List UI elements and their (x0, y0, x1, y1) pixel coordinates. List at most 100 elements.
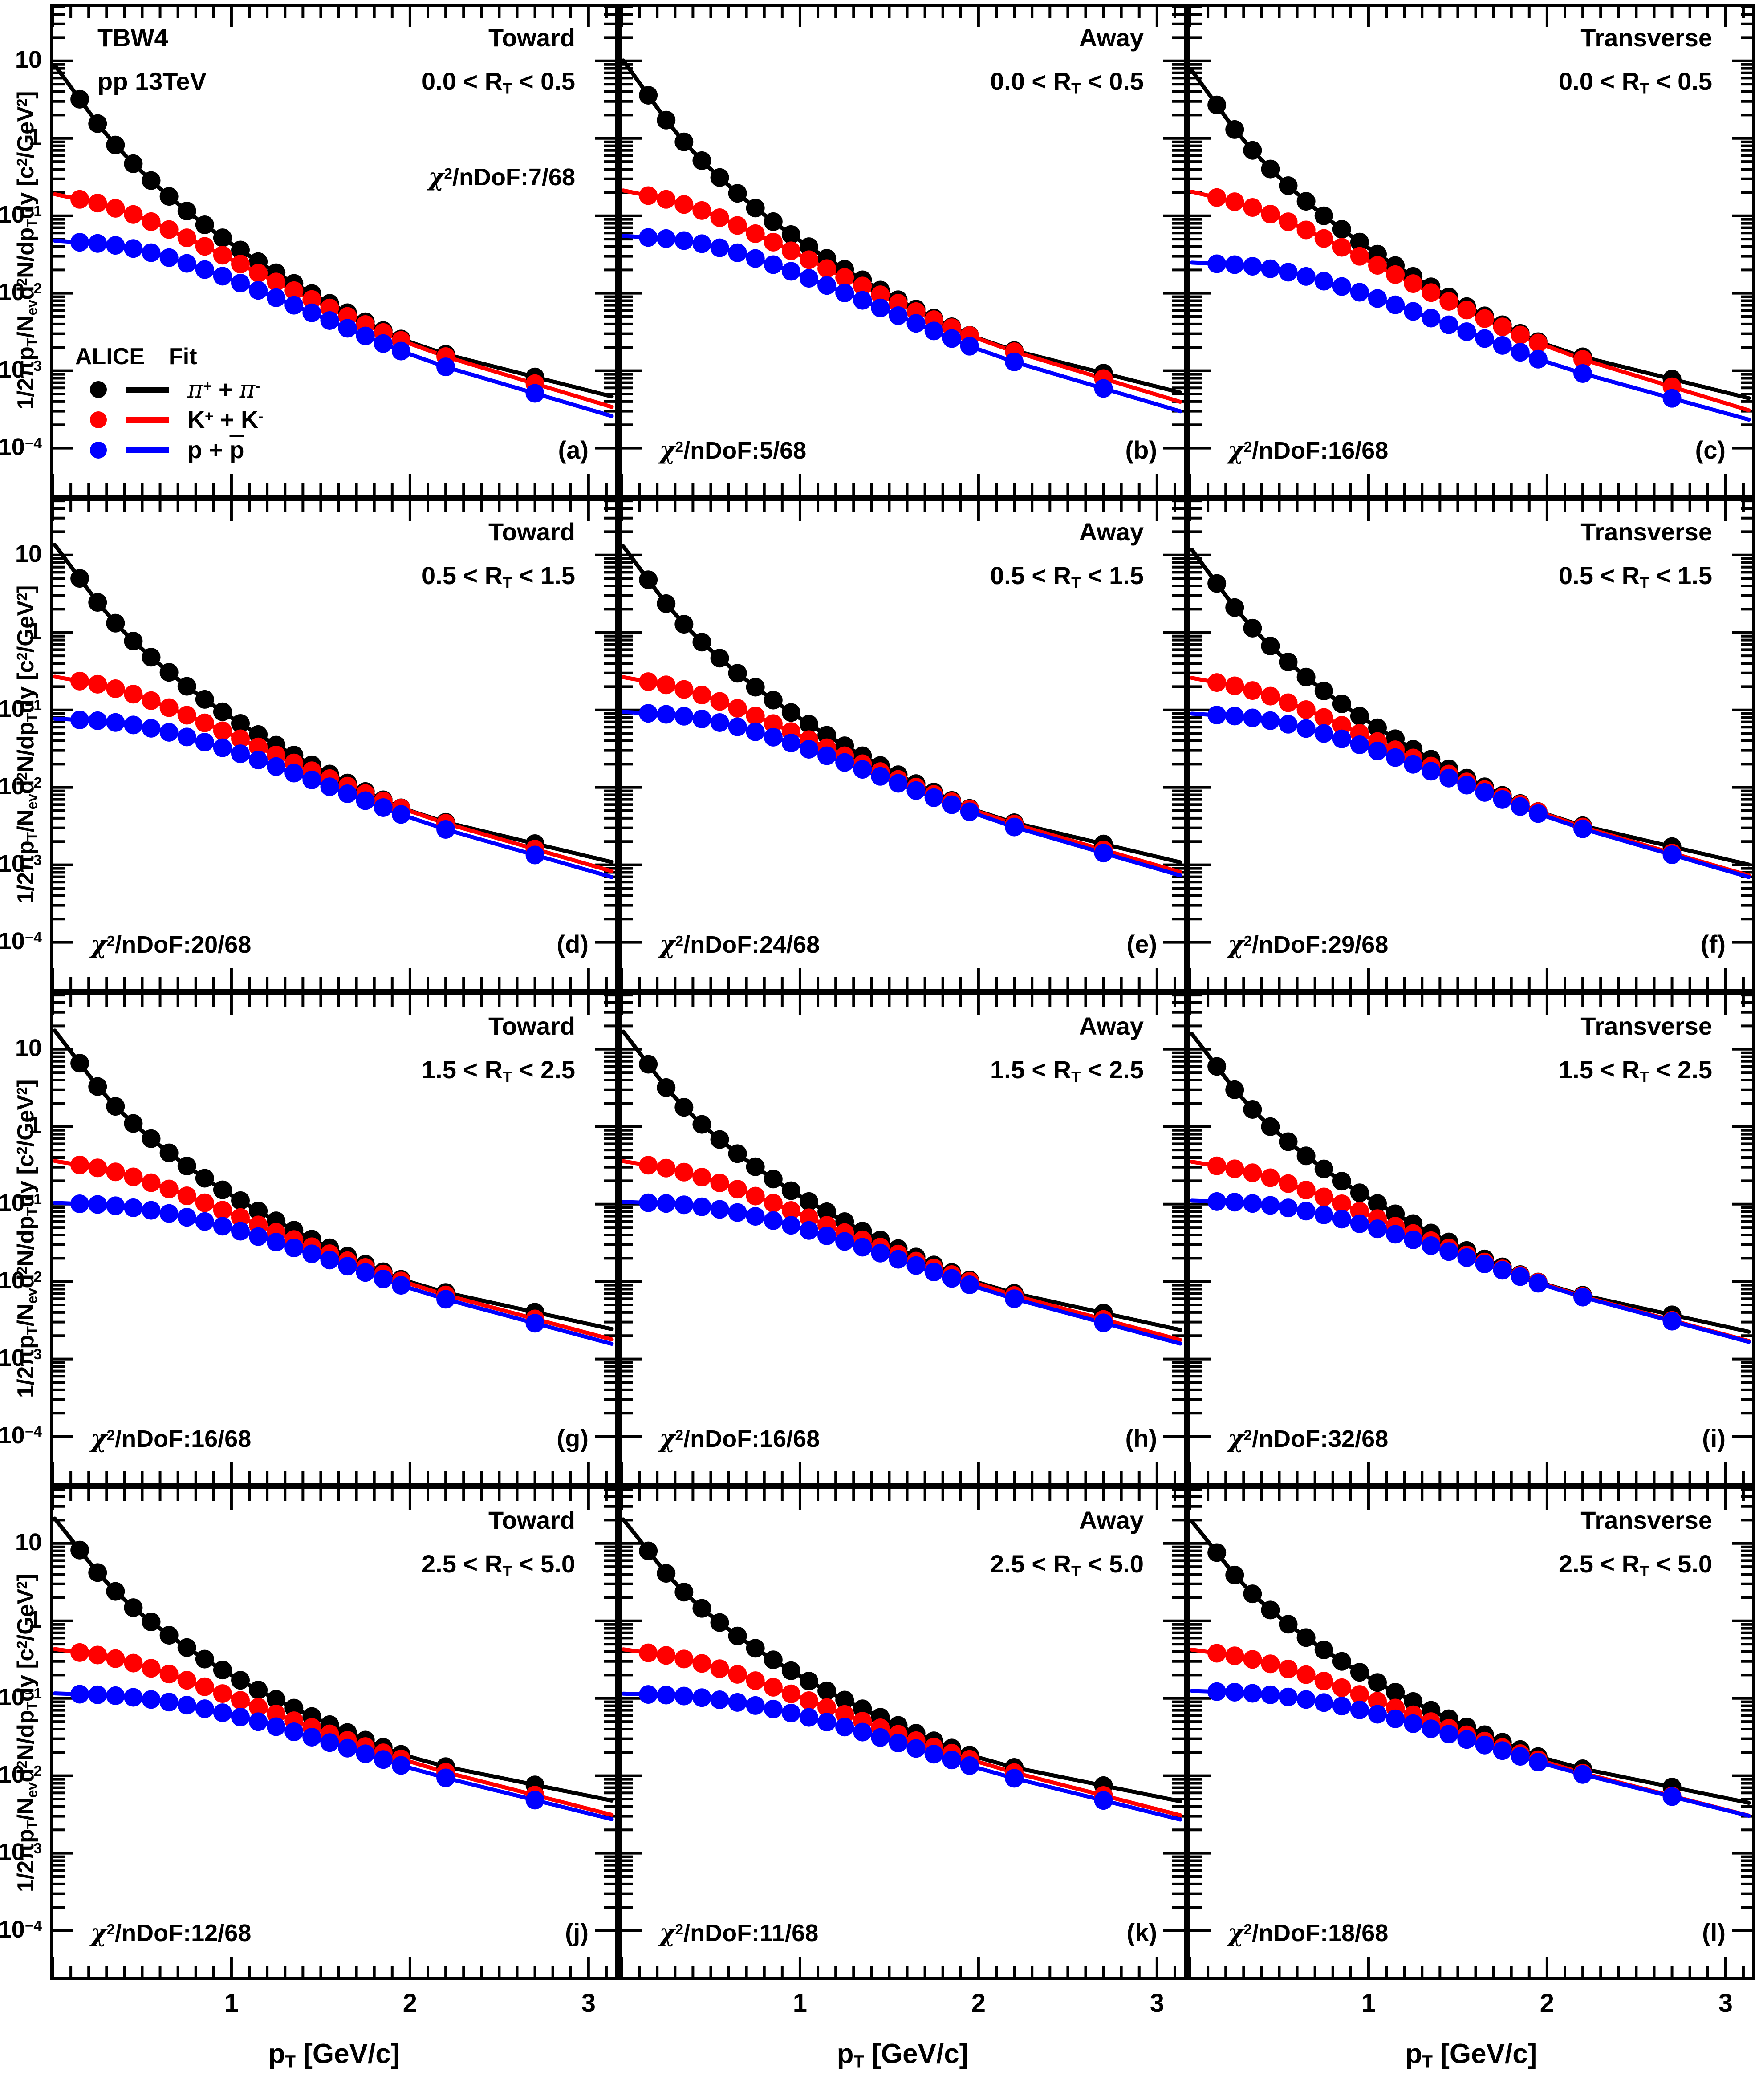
x-tick-label-l-1: 2 (1540, 1989, 1555, 2018)
legend-marker-kaon-icon (75, 411, 122, 428)
data-points-c-kaon (1207, 188, 1682, 396)
legend-item-pion[interactable]: π+ + π- (75, 374, 263, 405)
plot-panel-g: Toward 1.5 < RT < 2.5 χ2/nDoF:16/68 (g) (50, 992, 618, 1486)
panel-label-i: (i) (1702, 1424, 1726, 1452)
region-label-d: Toward (488, 518, 575, 546)
data-points-a-proton (70, 233, 544, 403)
region-label-g: Toward (488, 1012, 575, 1040)
x-tick-label-k-1: 2 (971, 1989, 986, 2018)
region-label-f: Transverse (1580, 518, 1712, 546)
y-tick-label-a-3: 10−2 (0, 278, 42, 305)
legend-marker-pion-icon (75, 381, 122, 398)
rt-range-label-d: 0.5 < RT < 1.5 (422, 561, 575, 592)
data-points-l-pion (1207, 1543, 1682, 1797)
y-tick-label-d-0: 10 (15, 540, 42, 567)
panel-label-e: (e) (1126, 930, 1157, 958)
plot-panel-i: Transverse 1.5 < RT < 2.5 χ2/nDoF:32/68 (i) (1187, 992, 1755, 1486)
y-tick-label-a-0: 10 (15, 46, 42, 73)
y-tick-label-g-0: 10 (15, 1034, 42, 1061)
data-points-l-proton (1207, 1682, 1682, 1806)
collision-system-label: pp 13TeV (97, 67, 207, 95)
plot-panel-k: Away 2.5 < RT < 5.0 χ2/nDoF:11/68 (k) (618, 1486, 1187, 1980)
plot-panel-c: Transverse 0.0 < RT < 0.5 χ2/nDoF:16/68 (c) (1187, 4, 1755, 498)
x-tick-label-l-0: 1 (1361, 1989, 1376, 2018)
data-points-h-proton (639, 1193, 1113, 1332)
data-points-k-pion (639, 1541, 1113, 1795)
rt-range-label-f: 0.5 < RT < 1.5 (1559, 561, 1712, 592)
data-points-e-proton (639, 704, 1113, 863)
data-points-f-proton (1207, 706, 1682, 864)
axis-ticks-k (622, 1489, 1184, 1977)
fit-curve-b-pion (622, 58, 1182, 395)
legend-item-kaon[interactable]: K+ + K- (75, 405, 263, 435)
plot-canvas-l (1190, 1489, 1752, 1977)
data-points-b-pion (639, 85, 1113, 383)
legend-label-kaon: K+ + K- (187, 406, 264, 433)
panel-label-l: (l) (1702, 1918, 1726, 1946)
legend-line-kaon-icon (122, 417, 174, 423)
axis-ticks-c (1190, 7, 1752, 495)
plot-canvas-f (1190, 501, 1752, 989)
fit-curve-d-pion (53, 543, 614, 864)
region-label-e: Away (1079, 518, 1144, 546)
rt-range-label-g: 1.5 < RT < 2.5 (422, 1056, 575, 1086)
legend-item-proton[interactable]: p + p (75, 435, 263, 465)
legend-line-pion-icon (122, 386, 174, 393)
x-tick-label-j-0: 1 (224, 1989, 239, 2018)
y-tick-label-d-3: 10−2 (0, 772, 42, 800)
fit-curve-c-pion (1190, 68, 1751, 400)
rt-range-label-h: 1.5 < RT < 2.5 (990, 1056, 1144, 1086)
region-label-j: Toward (488, 1506, 575, 1534)
rt-range-label-b: 0.0 < RT < 0.5 (990, 67, 1144, 97)
rt-range-label-a: 0.0 < RT < 0.5 (422, 67, 575, 97)
panel-label-f: (f) (1701, 930, 1726, 958)
axis-ticks-l (1190, 1489, 1752, 1977)
y-tick-label-j-0: 10 (15, 1528, 42, 1556)
y-axis-title-row2: 1/2πpT/Nevd2N/dpTdy [c2/GeV2] (12, 1080, 40, 1398)
region-label-h: Away (1079, 1012, 1144, 1040)
axis-ticks-j (53, 1489, 615, 1977)
plot-canvas-e (622, 501, 1184, 989)
plot-canvas-g (53, 995, 615, 1483)
region-label-l: Transverse (1580, 1506, 1712, 1534)
legend-line-proton-icon (122, 447, 174, 453)
legend-label-pion: π+ + π- (187, 375, 260, 403)
data-points-k-proton (639, 1685, 1113, 1810)
data-points-g-kaon (70, 1155, 544, 1328)
axis-ticks-f (1190, 501, 1752, 989)
plot-canvas-a (53, 7, 615, 495)
plot-panel-e: Away 0.5 < RT < 1.5 χ2/nDoF:24/68 (e) (618, 498, 1187, 992)
y-axis-title-row1: 1/2πpT/Nevd2N/dpTdy [c2/GeV2] (12, 585, 40, 904)
data-points-g-proton (70, 1194, 544, 1333)
legend-header-fit: Fit (169, 344, 197, 370)
y-axis-title-row3: 1/2πpT/Nevd2N/dpTdy [c2/GeV2] (12, 1574, 40, 1893)
region-label-b: Away (1079, 24, 1144, 52)
y-tick-label-j-5: 10−4 (0, 1916, 42, 1943)
data-points-b-proton (639, 228, 1113, 398)
y-tick-label-j-1: 1 (28, 1606, 42, 1633)
rt-range-label-i: 1.5 < RT < 2.5 (1559, 1056, 1712, 1086)
panel-label-k: (k) (1126, 1918, 1157, 1946)
plot-canvas-d (53, 501, 615, 989)
data-points-d-pion (70, 569, 544, 853)
data-points-i-proton (1207, 1192, 1682, 1331)
data-points-e-pion (639, 570, 1113, 853)
y-tick-label-j-3: 10−2 (0, 1761, 42, 1788)
chi2-label-a: χ2/nDoF:7/68 (428, 162, 575, 191)
x-axis-title-k: pT [GeV/c] (837, 2039, 969, 2072)
y-tick-label-g-2: 10−1 (0, 1189, 42, 1216)
y-tick-label-d-1: 1 (28, 617, 42, 645)
panel-label-b: (b) (1125, 436, 1157, 464)
rt-range-label-j: 2.5 < RT < 5.0 (422, 1550, 575, 1580)
chi2-label-d: χ2/nDoF:20/68 (91, 930, 252, 959)
legend: ALICE Fit π+ + π- K+ + K-p + p (75, 345, 263, 465)
x-tick-label-j-1: 2 (402, 1989, 418, 2018)
y-axis-title-row0: 1/2πpT/Nevd2N/dpTdy [c2/GeV2] (12, 91, 40, 410)
data-points-i-pion (1207, 1057, 1682, 1324)
y-tick-label-g-5: 10−4 (0, 1422, 42, 1449)
plot-canvas-k (622, 1489, 1184, 1977)
panel-label-c: (c) (1695, 436, 1726, 464)
axis-ticks-g (53, 995, 615, 1483)
chi2-label-j: χ2/nDoF:12/68 (91, 1918, 252, 1947)
